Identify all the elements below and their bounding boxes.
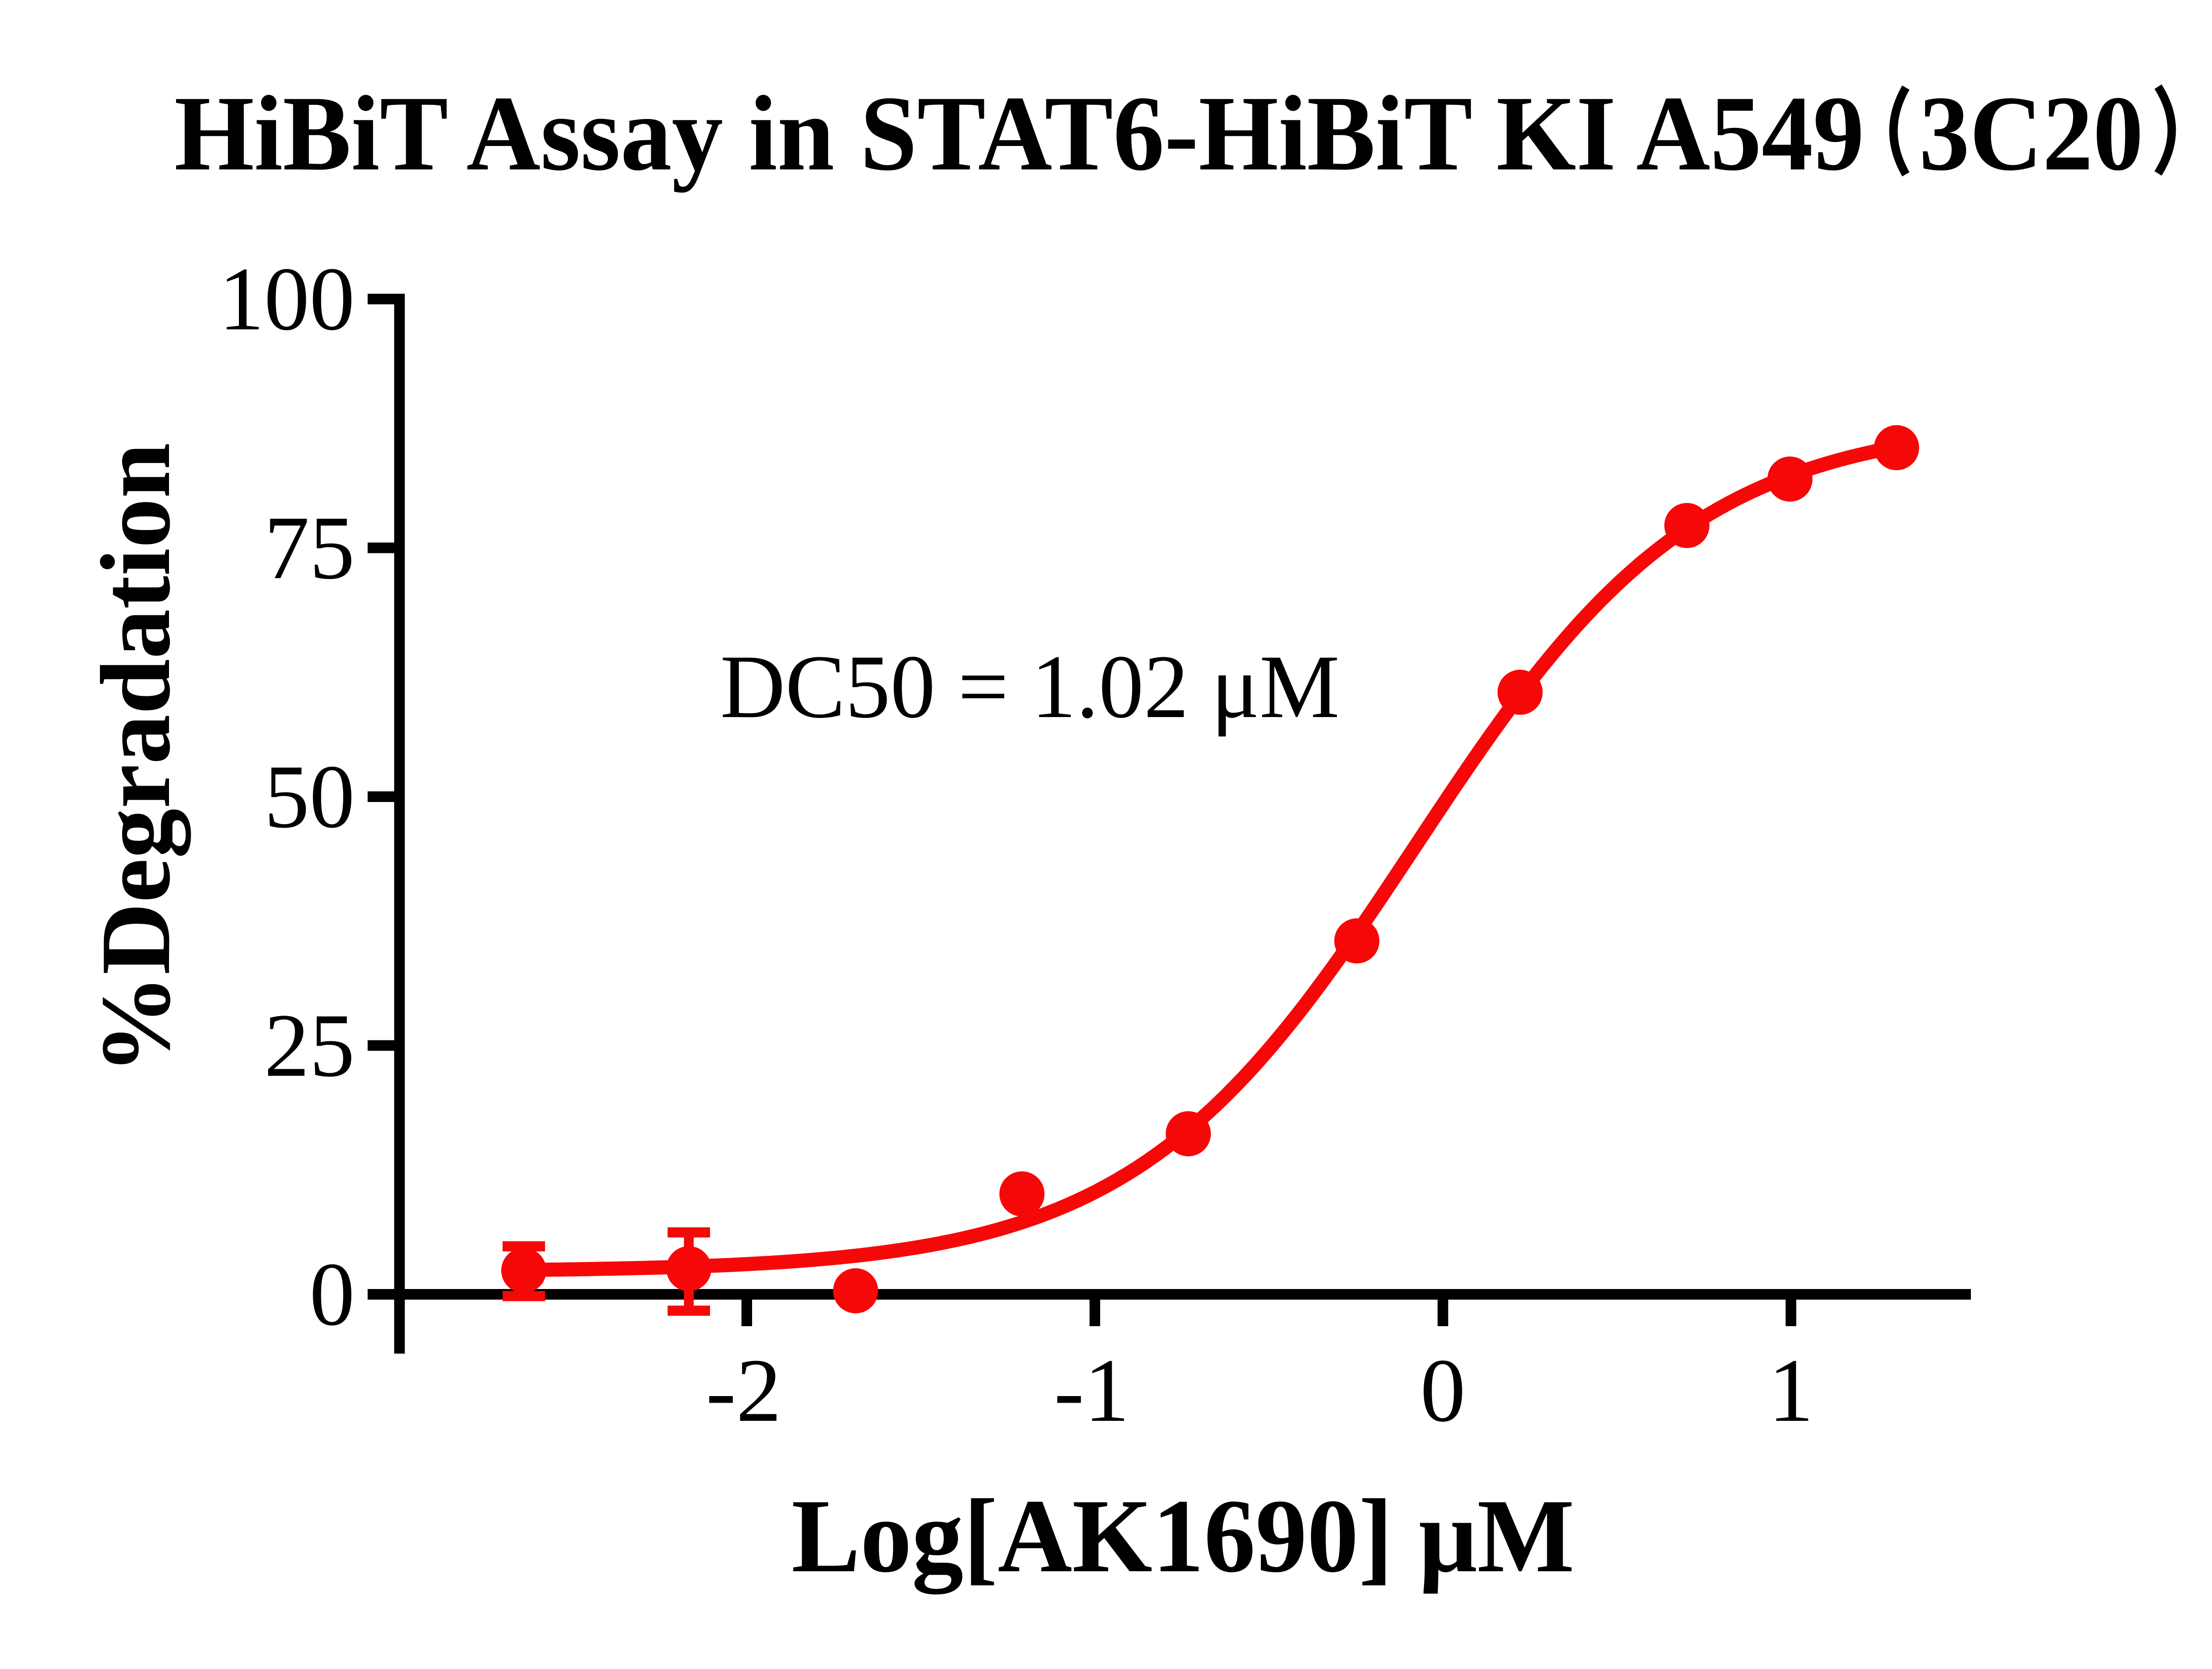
svg-text:-1: -1	[1054, 1340, 1129, 1441]
svg-text:100: 100	[219, 249, 355, 349]
svg-text:0: 0	[310, 1244, 355, 1345]
svg-text:DC50 = 1.02 μM: DC50 = 1.02 μM	[720, 637, 1340, 737]
svg-text:Log[AK1690] μM: Log[AK1690] μM	[791, 1478, 1575, 1594]
svg-text:50: 50	[264, 747, 355, 847]
svg-text:%Degradation: %Degradation	[80, 443, 191, 1074]
svg-text:-2: -2	[706, 1340, 782, 1441]
svg-text:3C20: 3C20	[1919, 73, 2143, 193]
svg-text:25: 25	[264, 995, 355, 1096]
svg-text:75: 75	[264, 498, 355, 598]
svg-text:HiBiT Assay in STAT6-HiBiT KI: HiBiT Assay in STAT6-HiBiT KI A549	[174, 73, 1864, 193]
svg-text:1: 1	[1768, 1340, 1814, 1441]
svg-text:0: 0	[1420, 1340, 1466, 1441]
